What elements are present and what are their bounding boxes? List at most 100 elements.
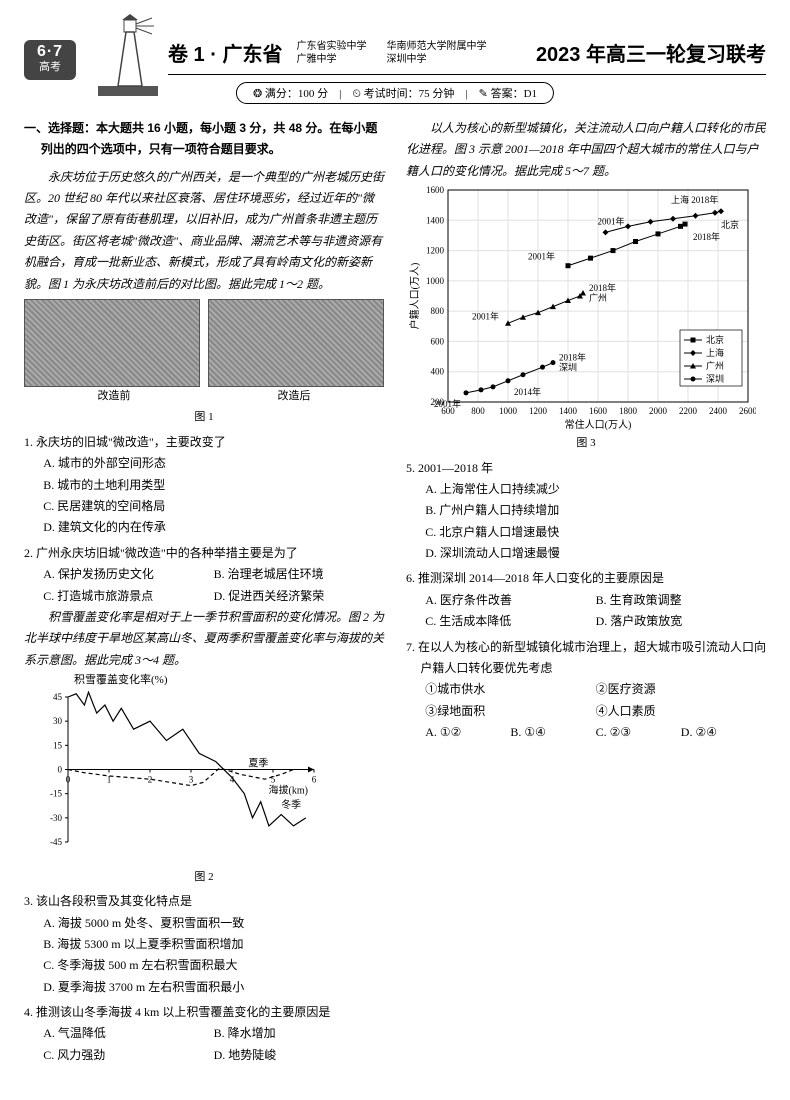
q1-b: B. 城市的土地利用类型: [43, 475, 384, 496]
fig1-before-label: 改造前: [24, 387, 204, 407]
exam-info-pill: ❂ 满分：100 分 | ⏲ 考试时间：75 分钟 | ✎ 答案：D1: [236, 82, 554, 104]
q3-d: D. 夏季海拔 3700 m 左右积雪面积最小: [43, 977, 384, 998]
q4-c: C. 风力强劲: [43, 1045, 213, 1066]
svg-text:600: 600: [431, 337, 445, 347]
content-columns: 一、选择题：本大题共 16 小题，每小题 3 分，共 48 分。在每小题列出的四…: [24, 118, 766, 1082]
q7-stem: 7. 在以人为核心的新型城镇化城市治理上，超大城市吸引流动人口向户籍人口转化要优…: [406, 637, 766, 680]
svg-text:广州: 广州: [706, 360, 724, 371]
svg-text:北京: 北京: [706, 334, 724, 345]
q1-c: C. 民居建筑的空间格局: [43, 496, 384, 517]
header-rule: [168, 74, 766, 75]
svg-text:深圳: 深圳: [706, 374, 724, 384]
fig3-caption: 图 3: [406, 434, 766, 454]
title-exam: 2023 年高三一轮复习联考: [536, 38, 766, 67]
svg-text:海拔(km): 海拔(km): [269, 783, 308, 796]
q5-options: A. 上海常住人口持续减少 B. 广州户籍人口持续增加 C. 北京户籍人口增速最…: [406, 479, 766, 564]
svg-text:2000: 2000: [649, 406, 668, 416]
q1-options: A. 城市的外部空间形态 B. 城市的土地利用类型 C. 民居建筑的空间格局 D…: [24, 453, 384, 538]
title-line: 卷 1 · 广东省 广东省实验中学 华南师范大学附属中学 广雅中学 深圳中学 2…: [168, 38, 766, 67]
q7-i4: ④人口素质: [596, 701, 766, 722]
svg-text:1000: 1000: [499, 406, 518, 416]
svg-text:2400: 2400: [709, 406, 728, 416]
svg-text:6: 6: [312, 774, 317, 784]
q2-row2: C. 打造城市旅游景点 D. 促进西关经济繁荣: [24, 586, 384, 607]
q7-i1: ①城市供水: [425, 679, 595, 700]
passage-3: 以人为核心的新型城镇化，关注流动人口向户籍人口转化的市民化进程。图 3 示意 2…: [406, 118, 766, 182]
q6-row1: A. 医疗条件改善 B. 生育政策调整: [406, 590, 766, 611]
passage-2: 积雪覆盖变化率是相对于上一季节积雪面积的变化情况。图 2 为北半球中纬度干旱地区…: [24, 607, 384, 671]
svg-text:1600: 1600: [426, 185, 445, 195]
q3-options: A. 海拔 5000 m 处冬、夏积雪面积一致 B. 海拔 5300 m 以上夏…: [24, 913, 384, 998]
q2-stem: 2. 广州永庆坊旧城"微改造"中的各种举措主要是为了: [24, 543, 384, 564]
q7-a: A. ①②: [425, 722, 510, 743]
q7-i2: ②医疗资源: [596, 679, 766, 700]
title-schools: 广东省实验中学 华南师范大学附属中学 广雅中学 深圳中学: [296, 40, 486, 66]
svg-text:冬季: 冬季: [281, 798, 301, 811]
svg-text:上海 2018年: 上海 2018年: [671, 194, 718, 205]
section-title: 一、选择题：本大题共 16 小题，每小题 3 分，共 48 分。在每小题列出的四…: [24, 118, 384, 161]
svg-text:1600: 1600: [589, 406, 608, 416]
q7-options: A. ①② B. ①④ C. ②③ D. ②④: [406, 722, 766, 743]
svg-text:1200: 1200: [529, 406, 548, 416]
q5-a: A. 上海常住人口持续减少: [425, 479, 766, 500]
q5-b: B. 广州户籍人口持续增加: [425, 500, 766, 521]
q7-c: C. ②③: [596, 722, 681, 743]
q3-c: C. 冬季海拔 500 m 左右积雪面积最大: [43, 955, 384, 976]
svg-text:1400: 1400: [426, 215, 445, 225]
q5-d: D. 深圳流动人口增速最慢: [425, 543, 766, 564]
svg-text:800: 800: [431, 306, 445, 316]
passage-1: 永庆坊位于历史悠久的广州西关，是一个典型的广州老城历史街区。20 世纪 80 年…: [24, 167, 384, 295]
svg-text:2001年: 2001年: [528, 251, 555, 262]
svg-text:-15: -15: [50, 788, 62, 798]
fig2-caption: 图 2: [24, 868, 384, 888]
svg-text:2001年: 2001年: [434, 398, 461, 409]
svg-text:2001年: 2001年: [472, 310, 499, 321]
svg-text:400: 400: [431, 367, 445, 377]
svg-text:2001年: 2001年: [598, 215, 625, 226]
svg-text:2200: 2200: [679, 406, 698, 416]
svg-text:常住人口(万人): 常住人口(万人): [565, 418, 632, 431]
svg-text:1000: 1000: [426, 276, 445, 286]
svg-text:-45: -45: [50, 837, 62, 847]
q5-stem: 5. 2001—2018 年: [406, 458, 766, 479]
fig1-before-photo: [24, 299, 200, 387]
svg-text:户籍人口(万人): 户籍人口(万人): [408, 263, 421, 330]
q2-row1: A. 保护发扬历史文化 B. 治理老城居住环境: [24, 564, 384, 585]
svg-text:0: 0: [58, 764, 63, 774]
q3-stem: 3. 该山各段积雪及其变化特点是: [24, 891, 384, 912]
q7-d: D. ②④: [681, 722, 766, 743]
svg-text:1400: 1400: [559, 406, 578, 416]
figure-2: 积雪覆盖变化率(%) -45-30-1501530450123456海拔(km)…: [24, 671, 384, 887]
fig2-title: 积雪覆盖变化率(%): [24, 671, 384, 691]
q1-d: D. 建筑文化的内在传承: [43, 517, 384, 538]
q2-d: D. 促进西关经济繁荣: [214, 586, 384, 607]
q6-row2: C. 生活成本降低 D. 落户政策放宽: [406, 611, 766, 632]
svg-text:-30: -30: [50, 812, 62, 822]
q6-a: A. 医疗条件改善: [425, 590, 595, 611]
badge-bottom: 高考: [24, 62, 76, 73]
q3-b: B. 海拔 5300 m 以上夏季积雪面积增加: [43, 934, 384, 955]
q1-stem: 1. 永庆坊的旧城"微改造"，主要改变了: [24, 432, 384, 453]
svg-text:夏季: 夏季: [248, 757, 268, 769]
q7-items2: ③绿地面积 ④人口素质: [406, 701, 766, 722]
svg-text:2018年: 2018年: [693, 231, 720, 242]
figure-1: 改造前 改造后 图 1: [24, 299, 384, 428]
q4-stem: 4. 推测该山冬季海拔 4 km 以上积雪覆盖变化的主要原因是: [24, 1002, 384, 1023]
svg-text:15: 15: [53, 740, 63, 750]
q7-items1: ①城市供水 ②医疗资源: [406, 679, 766, 700]
q6-b: B. 生育政策调整: [596, 590, 766, 611]
svg-text:2018年: 2018年: [589, 282, 616, 293]
q2-b: B. 治理老城居住环境: [214, 564, 384, 585]
svg-text:2600: 2600: [739, 406, 756, 416]
q7-b: B. ①④: [510, 722, 595, 743]
svg-text:深圳: 深圳: [559, 363, 577, 373]
svg-text:3: 3: [189, 774, 194, 784]
svg-text:45: 45: [53, 692, 63, 702]
q6-stem: 6. 推测深圳 2014—2018 年人口变化的主要原因是: [406, 568, 766, 589]
q6-d: D. 落户政策放宽: [596, 611, 766, 632]
q7-i3: ③绿地面积: [425, 701, 595, 722]
q6-c: C. 生活成本降低: [425, 611, 595, 632]
fig1-after-label: 改造后: [204, 387, 384, 407]
q5-c: C. 北京户籍人口增速最快: [425, 522, 766, 543]
svg-text:800: 800: [471, 406, 485, 416]
